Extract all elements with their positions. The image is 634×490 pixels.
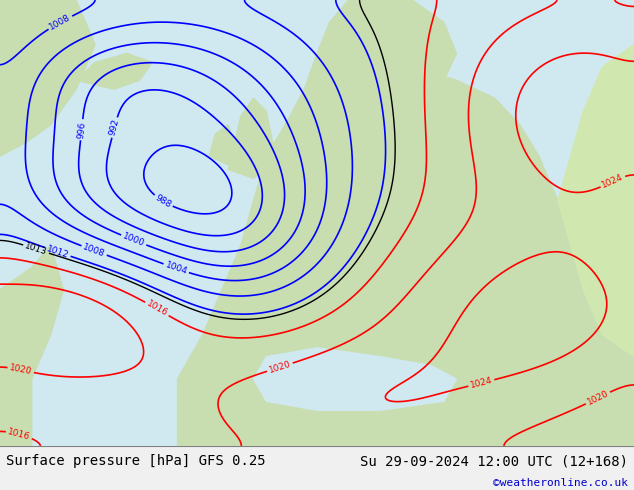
Text: 1016: 1016 bbox=[7, 427, 31, 441]
Text: 996: 996 bbox=[76, 121, 87, 139]
Polygon shape bbox=[76, 53, 152, 89]
Text: 1024: 1024 bbox=[469, 376, 493, 390]
Text: 1008: 1008 bbox=[82, 243, 107, 259]
Text: 1020: 1020 bbox=[9, 363, 33, 376]
Polygon shape bbox=[0, 245, 63, 446]
Text: Surface pressure [hPa] GFS 0.25: Surface pressure [hPa] GFS 0.25 bbox=[6, 454, 266, 468]
Polygon shape bbox=[228, 98, 273, 178]
Text: 1008: 1008 bbox=[48, 13, 72, 32]
Text: Su 29-09-2024 12:00 UTC (12+168): Su 29-09-2024 12:00 UTC (12+168) bbox=[359, 454, 628, 468]
Text: 1020: 1020 bbox=[268, 359, 292, 375]
Polygon shape bbox=[254, 348, 456, 410]
Text: 1004: 1004 bbox=[164, 261, 188, 276]
Text: 988: 988 bbox=[153, 193, 173, 210]
Text: 992: 992 bbox=[108, 118, 121, 137]
Polygon shape bbox=[285, 0, 456, 125]
Text: 1020: 1020 bbox=[586, 389, 610, 407]
Polygon shape bbox=[558, 45, 634, 357]
Text: 1013: 1013 bbox=[23, 241, 48, 257]
Text: 1016: 1016 bbox=[145, 299, 169, 318]
Text: ©weatheronline.co.uk: ©weatheronline.co.uk bbox=[493, 478, 628, 489]
Text: 1024: 1024 bbox=[600, 172, 625, 190]
Text: 1000: 1000 bbox=[121, 232, 146, 248]
Text: 1012: 1012 bbox=[46, 244, 70, 260]
Polygon shape bbox=[0, 0, 95, 156]
Polygon shape bbox=[178, 67, 634, 446]
Polygon shape bbox=[209, 125, 235, 165]
